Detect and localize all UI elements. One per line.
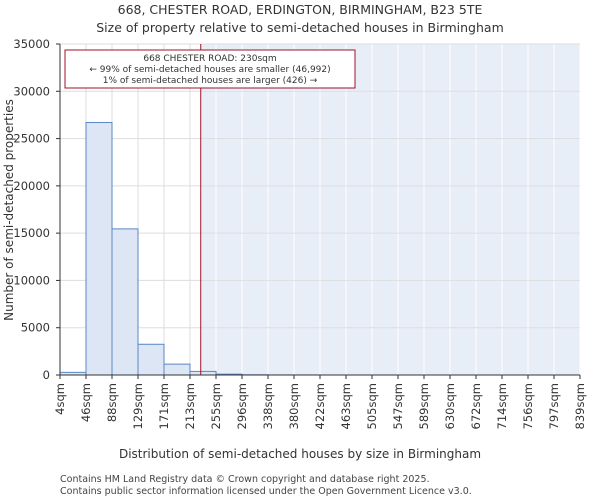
- x-tick-label: 630sqm: [443, 383, 457, 429]
- x-tick-label: 756sqm: [521, 383, 535, 429]
- footer-line-1: Contains HM Land Registry data © Crown c…: [60, 474, 430, 485]
- y-axis-label: Number of semi-detached properties: [2, 99, 16, 321]
- y-tick-label: 0: [43, 368, 50, 382]
- annotation-line-2: ← 99% of semi-detached houses are smalle…: [89, 65, 330, 75]
- x-tick-label: 547sqm: [391, 383, 405, 429]
- x-tick-label: 463sqm: [339, 383, 353, 429]
- larger-region-shade: [200, 44, 581, 375]
- x-tick-label: 422sqm: [313, 383, 327, 429]
- x-tick-label: 714sqm: [495, 383, 509, 429]
- y-tick-label: 10000: [13, 273, 50, 287]
- x-tick-label: 839sqm: [573, 383, 587, 429]
- x-axis-label: Distribution of semi-detached houses by …: [119, 447, 481, 461]
- annotation-line-1: 668 CHESTER ROAD: 230sqm: [143, 54, 276, 64]
- bar: [85, 121, 113, 376]
- x-tick-label: 380sqm: [287, 383, 301, 429]
- x-tick-label: 255sqm: [209, 383, 223, 429]
- chart-title: 668, CHESTER ROAD, ERDINGTON, BIRMINGHAM…: [118, 2, 483, 17]
- x-tick-label: 4sqm: [53, 383, 67, 415]
- x-tick-label: 46sqm: [79, 383, 93, 422]
- y-tick-label: 5000: [21, 321, 50, 335]
- x-tick-label: 171sqm: [157, 383, 171, 429]
- x-tick-label: 338sqm: [261, 383, 275, 429]
- x-tick-label: 88sqm: [105, 383, 119, 422]
- plot-area: 0 5000 10000 15000 20000 25000 30000 35000 4sqm 4…: [13, 37, 587, 429]
- y-tick-label: 15000: [13, 226, 50, 240]
- x-tick-label: 797sqm: [547, 383, 561, 429]
- annotation-line-3: 1% of semi-detached houses are larger (4…: [103, 76, 318, 86]
- annotation-frame: [64, 49, 356, 89]
- bar: [189, 370, 217, 376]
- x-tick-label: 296sqm: [235, 383, 249, 429]
- x-tick-label: 672sqm: [469, 383, 483, 429]
- y-tick-label: 25000: [13, 132, 50, 146]
- bar: [137, 343, 165, 376]
- x-tick-label: 505sqm: [365, 383, 379, 429]
- x-tick-label: 589sqm: [417, 383, 431, 429]
- footer-line-2: Contains public sector information licen…: [60, 486, 472, 497]
- y-tick-label: 20000: [13, 179, 50, 193]
- annotation-box: 668 CHESTER ROAD: 230sqm ← 99% of semi-d…: [64, 49, 356, 89]
- chart-subtitle: Size of property relative to semi-detach…: [96, 20, 504, 35]
- y-tick-label: 30000: [13, 84, 50, 98]
- bar: [163, 363, 191, 376]
- bar: [111, 228, 139, 376]
- x-tick-label: 129sqm: [131, 383, 145, 429]
- x-tick-label: 213sqm: [183, 383, 197, 429]
- y-tick-label: 35000: [13, 37, 50, 51]
